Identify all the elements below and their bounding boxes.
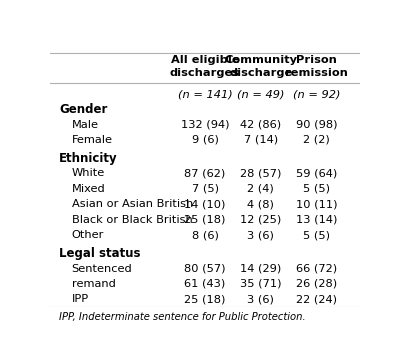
- Text: Legal status: Legal status: [59, 247, 141, 260]
- Text: 25 (18): 25 (18): [184, 294, 226, 304]
- Text: (n = 92): (n = 92): [293, 90, 340, 99]
- Text: 132 (94): 132 (94): [181, 120, 229, 130]
- Text: (n = 49): (n = 49): [237, 90, 284, 99]
- Text: 25 (18): 25 (18): [184, 215, 226, 225]
- Text: 26 (28): 26 (28): [296, 279, 337, 289]
- Text: 87 (62): 87 (62): [184, 168, 226, 178]
- Text: 4 (8): 4 (8): [247, 199, 274, 209]
- Text: 80 (57): 80 (57): [184, 264, 226, 274]
- Text: Female: Female: [72, 135, 113, 145]
- Text: White: White: [72, 168, 105, 178]
- Text: Sentenced: Sentenced: [72, 264, 132, 274]
- Text: Prison
remission: Prison remission: [285, 56, 348, 78]
- Text: 12 (25): 12 (25): [240, 215, 282, 225]
- Text: 7 (14): 7 (14): [244, 135, 278, 145]
- Text: 8 (6): 8 (6): [192, 230, 218, 240]
- Text: Ethnicity: Ethnicity: [59, 151, 118, 165]
- Text: All eligible
discharges: All eligible discharges: [170, 56, 240, 78]
- Text: 59 (64): 59 (64): [296, 168, 337, 178]
- Text: 2 (2): 2 (2): [303, 135, 330, 145]
- Text: 22 (24): 22 (24): [296, 294, 337, 304]
- Text: 5 (5): 5 (5): [303, 184, 330, 194]
- Text: 7 (5): 7 (5): [192, 184, 218, 194]
- Text: 14 (10): 14 (10): [184, 199, 226, 209]
- Text: 61 (43): 61 (43): [184, 279, 226, 289]
- Text: 5 (5): 5 (5): [303, 230, 330, 240]
- Text: (n = 141): (n = 141): [178, 90, 232, 99]
- Text: remand: remand: [72, 279, 116, 289]
- Text: Mixed: Mixed: [72, 184, 106, 194]
- Text: Asian or Asian British: Asian or Asian British: [72, 199, 193, 209]
- Text: 28 (57): 28 (57): [240, 168, 282, 178]
- Text: 9 (6): 9 (6): [192, 135, 218, 145]
- Text: 10 (11): 10 (11): [296, 199, 337, 209]
- Text: 66 (72): 66 (72): [296, 264, 337, 274]
- Text: 3 (6): 3 (6): [247, 294, 274, 304]
- Text: Gender: Gender: [59, 103, 108, 116]
- Text: 90 (98): 90 (98): [296, 120, 337, 130]
- Text: Male: Male: [72, 120, 99, 130]
- Text: 13 (14): 13 (14): [296, 215, 337, 225]
- Text: 42 (86): 42 (86): [240, 120, 281, 130]
- Text: 14 (29): 14 (29): [240, 264, 282, 274]
- Text: Black or Black British: Black or Black British: [72, 215, 192, 225]
- Text: IPP: IPP: [72, 294, 89, 304]
- Text: 35 (71): 35 (71): [240, 279, 282, 289]
- Text: 3 (6): 3 (6): [247, 230, 274, 240]
- Text: Other: Other: [72, 230, 104, 240]
- Text: Community
discharge: Community discharge: [224, 56, 297, 78]
- Text: 2 (4): 2 (4): [248, 184, 274, 194]
- Text: IPP, Indeterminate sentence for Public Protection.: IPP, Indeterminate sentence for Public P…: [59, 313, 306, 323]
